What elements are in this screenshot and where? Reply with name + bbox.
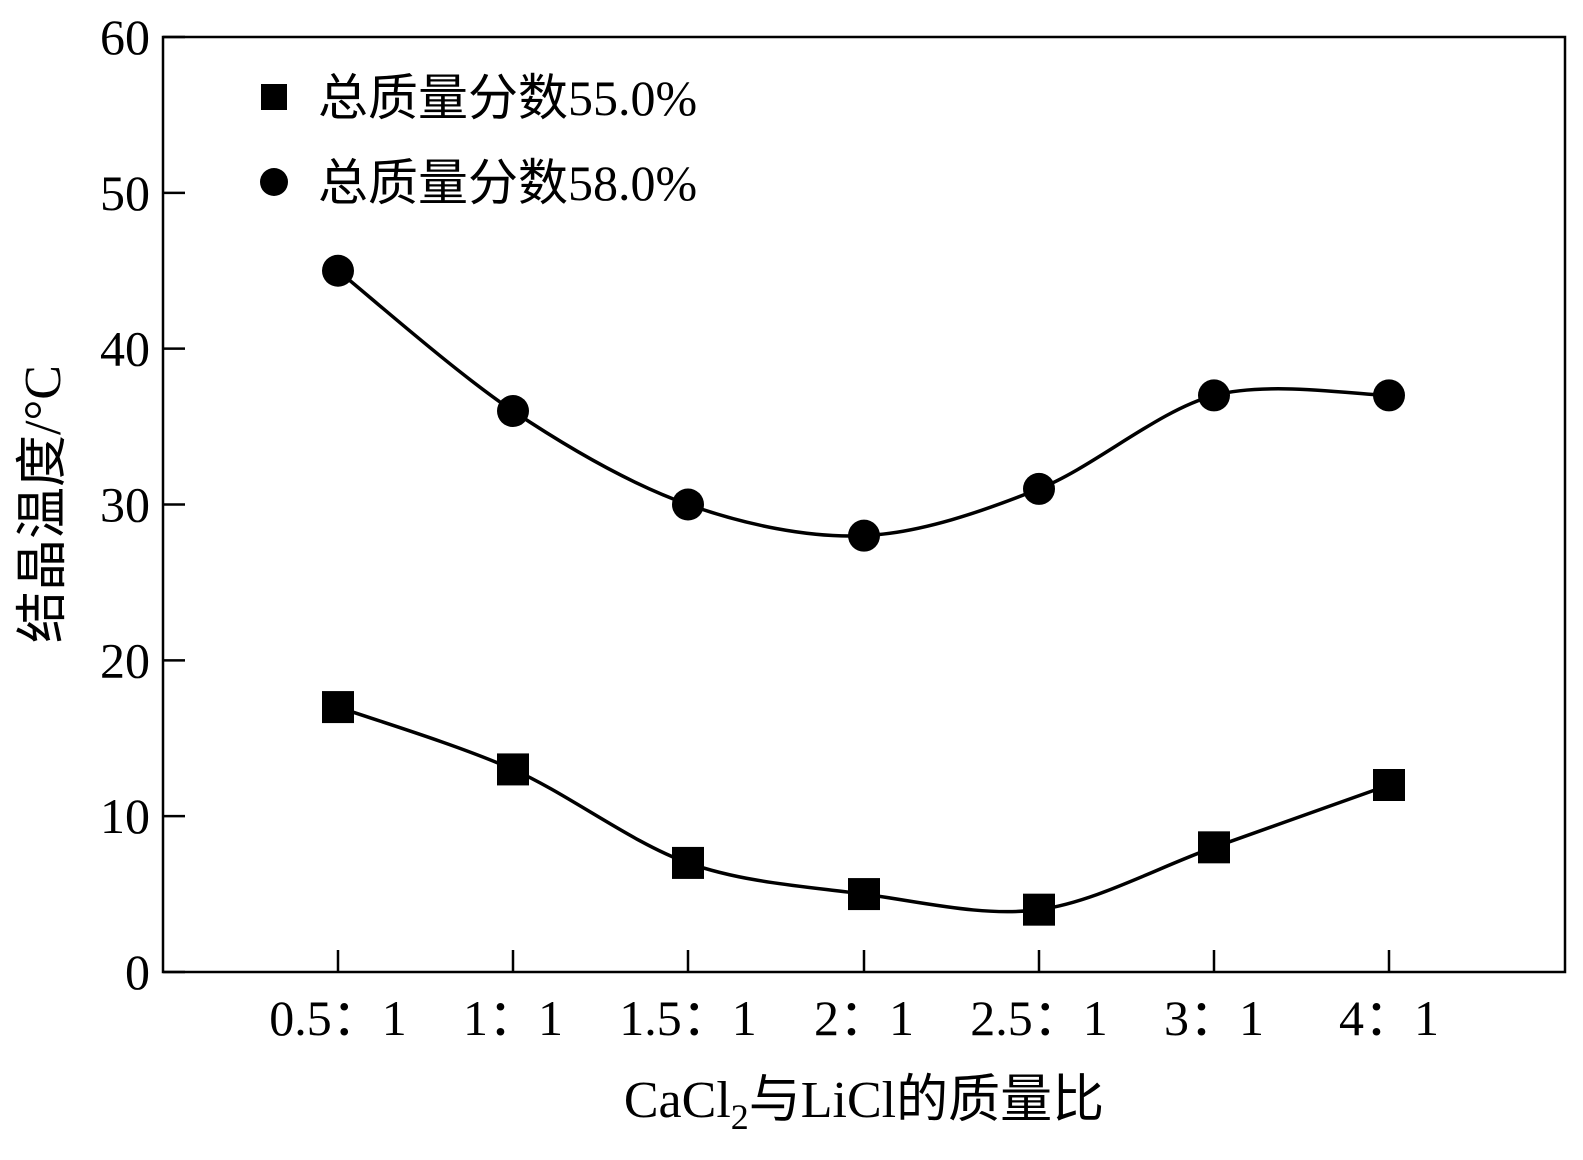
y-tick-label: 30 — [100, 477, 150, 533]
data-point-square — [322, 691, 354, 724]
data-point-circle — [322, 254, 354, 287]
y-axis-title: 结晶温度/°C — [15, 365, 72, 643]
data-point-circle — [848, 519, 880, 552]
data-point-square — [1023, 893, 1055, 926]
legend: 总质量分数55.0% 总质量分数58.0% — [260, 70, 697, 211]
legend-circle-icon — [260, 168, 288, 196]
x-tick-label: 1.5：1 — [619, 990, 757, 1046]
x-tick-label: 3：1 — [1164, 990, 1264, 1046]
y-tick-label: 10 — [100, 788, 150, 844]
data-point-circle — [497, 395, 529, 427]
data-point-circle — [1198, 379, 1230, 412]
x-axis-title-subscript: 2 — [731, 1097, 749, 1137]
y-tick-label: 60 — [100, 9, 150, 65]
data-point-square — [1198, 831, 1230, 864]
x-axis-title: CaCl2与LiCl的质量比 — [624, 1072, 1104, 1137]
y-tick-label: 40 — [100, 321, 150, 377]
y-tick-label: 20 — [100, 632, 150, 688]
x-tick-label: 2：1 — [814, 990, 914, 1046]
data-point-circle — [672, 488, 704, 521]
data-point-square — [672, 846, 704, 879]
y-tick-label: 50 — [100, 165, 150, 221]
y-axis-ticks: 0 10 20 30 40 50 60 — [100, 9, 185, 1000]
series-lines — [336, 269, 1390, 914]
series-markers — [322, 254, 1405, 926]
x-tick-label: 1：1 — [463, 990, 563, 1046]
data-point-square — [1373, 769, 1405, 801]
y-tick-label: 0 — [125, 944, 150, 1000]
series-line — [336, 269, 1390, 538]
legend-label: 总质量分数58.0% — [318, 155, 697, 211]
data-point-circle — [1373, 379, 1405, 412]
x-tick-label: 2.5：1 — [970, 990, 1108, 1046]
data-point-square — [848, 878, 880, 911]
legend-label: 总质量分数55.0% — [318, 70, 697, 126]
data-point-circle — [1023, 472, 1055, 505]
legend-square-icon — [261, 84, 287, 110]
data-point-square — [497, 753, 529, 786]
x-axis-ticks: 0.5：1 1：1 1.5：1 2：1 2.5：1 3：1 4：1 — [269, 950, 1439, 1046]
x-axis-title-main: CaCl — [624, 1072, 731, 1129]
x-tick-label: 0.5：1 — [269, 990, 407, 1046]
x-tick-label: 4：1 — [1339, 990, 1439, 1046]
x-axis-title-rest: 与LiCl的质量比 — [749, 1072, 1104, 1129]
